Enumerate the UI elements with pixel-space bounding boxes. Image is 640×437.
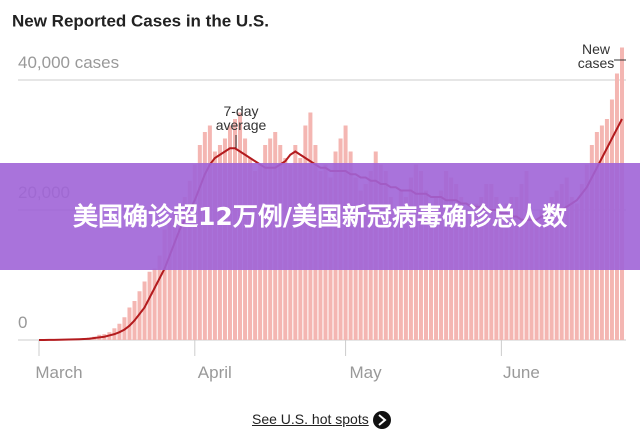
x-tick-label: June xyxy=(503,363,540,382)
link-arrow xyxy=(378,414,387,426)
bar xyxy=(474,203,479,340)
x-tick-label: April xyxy=(198,363,232,382)
bar xyxy=(574,203,579,340)
y-tick-label: 0 xyxy=(18,313,27,332)
y-tick-label: 40,000 cases xyxy=(18,53,119,72)
x-tick-label: March xyxy=(35,363,82,382)
bar xyxy=(142,281,147,340)
bar xyxy=(529,216,534,340)
bar xyxy=(393,210,398,340)
bar xyxy=(172,213,177,340)
bar xyxy=(162,229,167,340)
bar xyxy=(127,307,132,340)
series-label: 7-day average xyxy=(215,103,267,133)
hot-spots-link[interactable]: See U.S. hot spots xyxy=(252,411,369,427)
bar xyxy=(167,216,172,340)
bar xyxy=(464,210,469,340)
bar xyxy=(539,210,544,340)
bar xyxy=(544,203,549,340)
bar xyxy=(499,210,504,340)
x-tick-label: May xyxy=(350,363,383,382)
series-label: New cases xyxy=(577,41,615,71)
bar xyxy=(147,271,152,340)
link-icon[interactable] xyxy=(373,411,391,429)
headline-banner: 美国确诊超12万例/美国新冠病毒确诊总人数 xyxy=(0,163,640,270)
bar xyxy=(157,255,162,340)
bar xyxy=(177,203,182,340)
bar xyxy=(152,268,157,340)
chart-title: New Reported Cases in the U.S. xyxy=(12,11,269,30)
bar xyxy=(429,210,434,340)
bar xyxy=(504,203,509,340)
bar xyxy=(534,223,539,340)
bar xyxy=(469,216,474,340)
